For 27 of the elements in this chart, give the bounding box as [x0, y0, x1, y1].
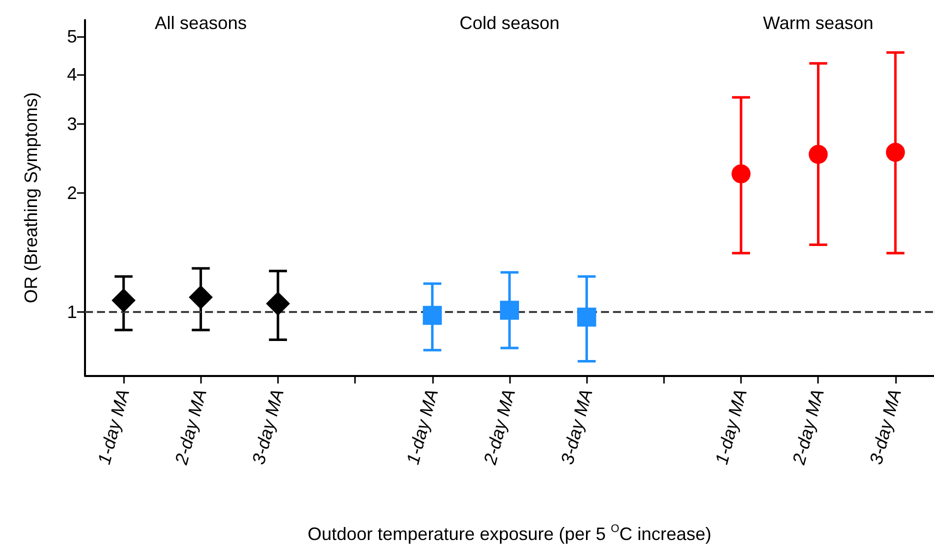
x-tick-label: 3-day MA [557, 386, 596, 466]
x-tick-label: 3-day MA [248, 386, 288, 466]
y-tick-label: 4 [66, 64, 77, 85]
annotation: Warm season [763, 13, 874, 33]
x-tick-label: 1-day MA [402, 386, 442, 466]
point [577, 308, 596, 327]
x-tick-label: 1-day MA [94, 386, 134, 466]
point [188, 285, 213, 310]
x-tick-label: 2-day MA [788, 386, 828, 468]
annotation: All seasons [154, 13, 247, 33]
point [112, 288, 136, 312]
y-tick-label: 1 [66, 302, 77, 322]
point [422, 306, 442, 325]
y-tick-label: 3 [66, 114, 77, 134]
x-tick-label: 2-day MA [170, 386, 210, 468]
point [732, 164, 751, 184]
x-tick-label: 3-day MA [866, 386, 906, 466]
x-tick-label: 1-day MA [711, 386, 751, 466]
y-axis-title: OR (Breathing Symptoms) [21, 92, 41, 304]
x-tick-label: 2-day MA [480, 386, 520, 468]
y-tick-label: 2 [66, 183, 77, 204]
point [500, 300, 519, 320]
y-tick-label: 5 [66, 26, 77, 46]
point [808, 144, 828, 164]
point [886, 142, 905, 162]
annotation: Cold season [459, 13, 560, 33]
point [266, 292, 290, 316]
